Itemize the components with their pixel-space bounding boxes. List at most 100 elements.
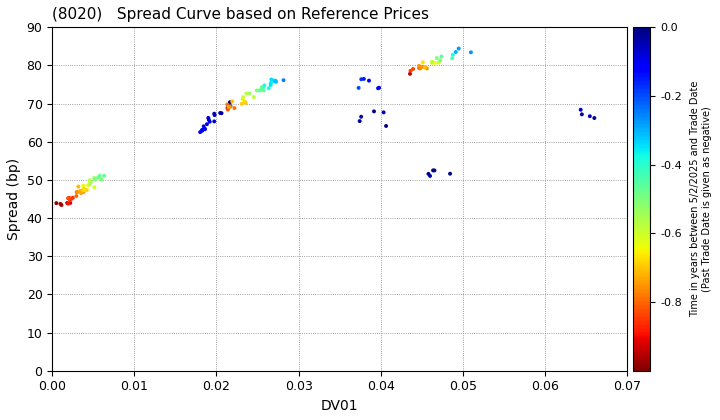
Point (363, 77, 374, 84)
Point (201, 121, 212, 128)
Point (197, 126, 208, 133)
Point (413, 65, 425, 71)
Point (92, 174, 104, 181)
Point (74, 188, 86, 195)
Point (198, 123, 210, 130)
Point (374, 84, 385, 91)
Point (237, 96, 248, 102)
Point (71, 193, 82, 199)
Point (222, 104, 234, 110)
Point (216, 110, 228, 117)
Point (50, 200, 62, 207)
Point (266, 76, 277, 83)
Point (76, 189, 87, 195)
Point (356, 76, 367, 83)
Point (576, 111, 588, 118)
Point (428, 167, 440, 174)
Point (229, 105, 240, 111)
Point (203, 116, 215, 123)
Point (76, 189, 87, 196)
Point (74, 188, 86, 194)
Point (224, 99, 235, 105)
Point (446, 55, 458, 62)
Point (417, 63, 428, 70)
Point (204, 118, 215, 125)
Point (199, 126, 210, 132)
Point (85, 178, 96, 185)
Y-axis label: Spread (bp): Spread (bp) (7, 158, 21, 240)
Point (73, 183, 84, 190)
Point (421, 65, 433, 72)
Point (256, 85, 267, 92)
Point (78, 182, 89, 189)
Point (426, 59, 438, 66)
Point (209, 112, 220, 118)
Point (225, 103, 236, 110)
Point (78, 189, 89, 195)
Point (404, 71, 415, 77)
Point (227, 98, 238, 105)
Point (75, 189, 86, 196)
Point (55, 202, 67, 208)
Point (256, 84, 268, 91)
Point (417, 59, 428, 66)
Point (258, 87, 269, 94)
Text: (8020)   Spread Curve based on Reference Prices: (8020) Spread Curve based on Reference P… (53, 7, 429, 22)
Point (268, 77, 279, 84)
Point (55, 200, 66, 207)
Point (378, 109, 390, 116)
Point (414, 65, 426, 72)
Point (263, 85, 274, 92)
Point (222, 101, 233, 108)
Point (62, 200, 73, 207)
Point (75, 189, 86, 195)
Point (84, 181, 96, 188)
Point (89, 175, 100, 181)
Point (258, 84, 269, 90)
Point (240, 90, 252, 97)
Point (66, 196, 77, 202)
Point (413, 63, 425, 69)
Point (278, 77, 289, 84)
Point (405, 67, 416, 74)
Point (222, 105, 233, 111)
Point (240, 100, 251, 106)
Point (82, 182, 94, 189)
Point (238, 94, 249, 100)
Point (251, 87, 263, 94)
Point (436, 53, 447, 60)
Point (84, 179, 96, 186)
Point (265, 81, 276, 88)
Point (588, 115, 600, 121)
Point (426, 58, 438, 65)
Point (408, 66, 419, 72)
Point (197, 127, 208, 134)
Point (77, 187, 89, 194)
Point (215, 110, 226, 116)
Point (444, 171, 456, 177)
Point (194, 129, 206, 136)
Point (447, 51, 459, 58)
Point (198, 126, 210, 132)
Point (426, 59, 438, 66)
Point (236, 100, 248, 107)
Point (353, 84, 364, 91)
Point (244, 90, 256, 97)
Point (96, 176, 107, 183)
Point (248, 94, 259, 100)
Point (63, 195, 75, 202)
Point (61, 200, 73, 206)
Point (423, 171, 434, 177)
Point (431, 55, 443, 61)
Point (71, 189, 83, 196)
Point (584, 113, 595, 120)
Point (197, 127, 208, 134)
Point (427, 167, 438, 174)
Point (429, 60, 441, 66)
Point (63, 194, 75, 201)
Point (265, 80, 276, 87)
Point (202, 115, 214, 121)
Point (268, 78, 279, 85)
Point (78, 186, 90, 193)
Point (239, 98, 251, 105)
